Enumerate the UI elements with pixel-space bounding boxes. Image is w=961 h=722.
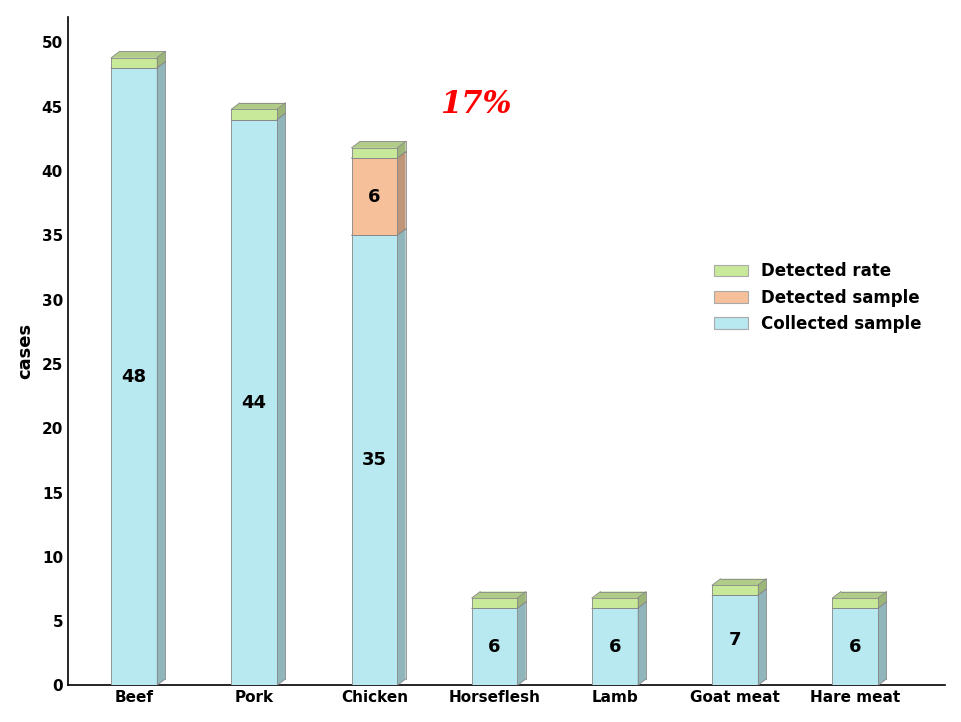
Text: 44: 44 xyxy=(241,393,266,412)
Polygon shape xyxy=(757,579,765,596)
Text: 17%: 17% xyxy=(440,89,511,120)
Polygon shape xyxy=(517,602,526,685)
Polygon shape xyxy=(277,113,285,685)
Polygon shape xyxy=(711,589,765,596)
Polygon shape xyxy=(471,598,517,609)
Text: 7: 7 xyxy=(728,632,741,650)
Polygon shape xyxy=(351,148,397,158)
Polygon shape xyxy=(471,602,526,609)
Polygon shape xyxy=(231,113,285,120)
Polygon shape xyxy=(397,142,406,158)
Polygon shape xyxy=(231,103,285,109)
Polygon shape xyxy=(637,602,646,685)
Polygon shape xyxy=(711,579,765,585)
Legend: Detected rate, Detected sample, Collected sample: Detected rate, Detected sample, Collecte… xyxy=(707,256,927,339)
Polygon shape xyxy=(397,152,406,235)
Polygon shape xyxy=(877,591,885,609)
Polygon shape xyxy=(831,598,877,609)
Polygon shape xyxy=(111,58,157,68)
Polygon shape xyxy=(157,51,165,68)
Polygon shape xyxy=(111,61,165,68)
Text: 6: 6 xyxy=(848,638,860,656)
Polygon shape xyxy=(591,591,646,598)
Polygon shape xyxy=(111,51,165,58)
Polygon shape xyxy=(591,598,637,609)
Text: 35: 35 xyxy=(361,451,386,469)
Polygon shape xyxy=(397,229,406,685)
Polygon shape xyxy=(831,609,877,685)
Y-axis label: cases: cases xyxy=(16,323,35,379)
Polygon shape xyxy=(471,591,526,598)
Polygon shape xyxy=(351,235,397,685)
Polygon shape xyxy=(637,591,646,609)
Polygon shape xyxy=(351,229,406,235)
Polygon shape xyxy=(351,152,406,158)
Polygon shape xyxy=(517,591,526,609)
Polygon shape xyxy=(111,68,157,685)
Polygon shape xyxy=(351,142,406,148)
Polygon shape xyxy=(231,109,277,120)
Polygon shape xyxy=(711,596,757,685)
Polygon shape xyxy=(157,61,165,685)
Polygon shape xyxy=(831,591,885,598)
Polygon shape xyxy=(757,589,765,685)
Polygon shape xyxy=(711,585,757,596)
Polygon shape xyxy=(877,602,885,685)
Text: 6: 6 xyxy=(608,638,621,656)
Polygon shape xyxy=(591,609,637,685)
Polygon shape xyxy=(277,103,285,120)
Text: 6: 6 xyxy=(368,188,381,206)
Polygon shape xyxy=(831,602,885,609)
Text: 48: 48 xyxy=(121,367,146,386)
Text: 6: 6 xyxy=(488,638,501,656)
Polygon shape xyxy=(351,158,397,235)
Polygon shape xyxy=(591,602,646,609)
Polygon shape xyxy=(471,609,517,685)
Polygon shape xyxy=(231,120,277,685)
